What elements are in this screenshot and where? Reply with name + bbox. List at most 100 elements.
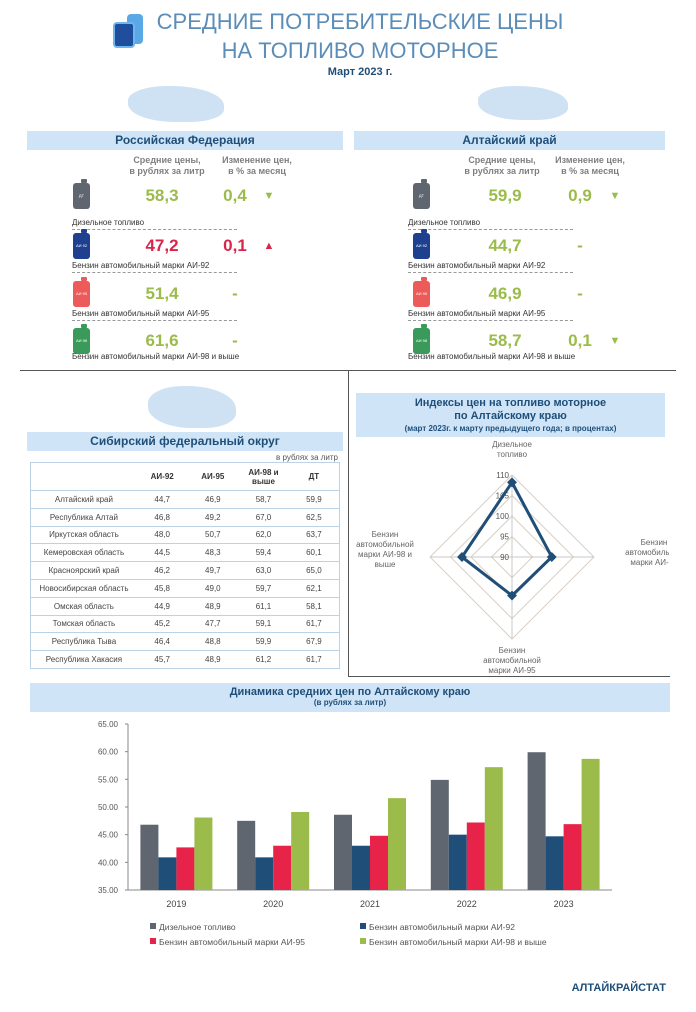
table-row: Республика Хакасия 45,7 48,9 61,2 61,7 [30, 650, 340, 669]
price-cell: 62,0 [238, 526, 289, 545]
region-name: Красноярский край [30, 561, 137, 580]
table-row: Иркутская область 48,0 50,7 62,0 63,7 [30, 526, 340, 545]
fuel-canister-icon: ДТ [73, 179, 90, 209]
legend-marker [150, 938, 156, 944]
change-value: - [577, 284, 583, 303]
period: Март 2023 г. [327, 66, 393, 78]
radar-tick-label: 100 [496, 512, 510, 521]
price-cell: 48,3 [187, 543, 239, 563]
price-cell: 59,9 [288, 490, 340, 509]
price-cell: 46,2 [136, 561, 188, 580]
bar [176, 847, 195, 890]
table-row: Кемеровская область 44,5 48,3 59,4 60,1 [30, 543, 340, 563]
fuel-label: Дизельное топливо [408, 218, 573, 230]
bar [370, 835, 388, 890]
change-value: - [577, 236, 583, 255]
table-row: Томская область 45,2 47,7 59,1 61,7 [30, 615, 340, 634]
price-cell: 46,9 [187, 490, 239, 509]
price-cell: 44,5 [136, 543, 188, 563]
y-tick-label: 35.00 [98, 886, 119, 895]
price-value: 47,2 [145, 236, 179, 255]
table-row: Красноярский край 46,2 49,7 63,0 65,0 [30, 561, 340, 580]
fuel-label: Бензин автомобильный марки АИ-92 [408, 261, 573, 273]
region-name: Республика Тыва [30, 632, 137, 652]
region-name: Республика Алтай [30, 508, 137, 527]
radar-title: Индексы цен на топливо моторное по Алтай… [414, 397, 607, 422]
legend-label: Бензин автомобильный марки АИ-95 [159, 937, 305, 947]
radar-point [457, 552, 467, 562]
table-column-header: АИ-92 [136, 462, 188, 491]
change-value: - [232, 284, 238, 303]
legend-marker [150, 923, 156, 929]
footer-brand: АЛТАЙКРАЙСТАТ [571, 982, 666, 994]
price-cell: 49,0 [187, 579, 239, 598]
region-name: Кемеровская область [30, 543, 137, 563]
radar-category-label: Бензин автомобильной марки АИ-98 и выше [356, 530, 414, 569]
fuel-canister-icon: АИ 98 [73, 324, 90, 354]
x-tick-label: 2020 [263, 899, 283, 909]
bar [448, 834, 467, 890]
bar [545, 836, 564, 890]
legend-label: Бензин автомобильный марки АИ-92 [369, 922, 515, 932]
divider-horizontal-bottom [348, 676, 670, 677]
price-cell: 45,2 [136, 615, 188, 634]
bar [237, 820, 256, 890]
fuel-canister-icon: ДТ [413, 179, 430, 209]
y-tick-label: 40.00 [98, 858, 119, 867]
radar-tick-label: 95 [500, 533, 509, 542]
change-value: 0,1 [568, 331, 592, 350]
radar-subtitle: (март 2023г. к марту предыдущего года; в… [404, 424, 617, 433]
bar [140, 824, 159, 890]
fuel-canister-icon: АИ 98 [413, 324, 430, 354]
bar-subtitle: (в рублях за литр) [313, 698, 387, 707]
radar-tick-label: 110 [496, 471, 509, 480]
radar-tick-label: 90 [500, 553, 509, 562]
legend-label: Дизельное топливо [159, 922, 236, 932]
y-tick-label: 65.00 [98, 720, 119, 729]
price-cell: 59,1 [238, 615, 289, 634]
price-value: 46,9 [488, 284, 522, 303]
panel-header: Алтайский край [354, 131, 665, 150]
bar [466, 822, 485, 890]
region-name: Омская область [30, 597, 137, 616]
price-cell: 59,9 [238, 632, 289, 652]
bar [430, 779, 449, 890]
divider-vertical [348, 370, 349, 676]
table-column-header: АИ-98 и выше [238, 462, 289, 491]
price-cell: 65,0 [288, 561, 340, 580]
price-cell: 59,7 [238, 579, 289, 598]
change-value: 0,1 [223, 236, 247, 255]
bar [527, 752, 546, 890]
legend-marker [360, 923, 366, 929]
price-column-header: Средние цены, в рублях за литр [129, 155, 205, 176]
price-value: 44,7 [488, 236, 522, 255]
price-cell: 44,9 [136, 597, 188, 616]
bar [273, 845, 292, 890]
russia-map-icon [128, 86, 224, 122]
region-name: Иркутская область [30, 526, 137, 545]
fuel-canister-icon: АИ 92 [413, 229, 430, 259]
bar [581, 758, 600, 890]
price-cell: 46,8 [136, 508, 188, 527]
russia-map-altai-icon [478, 86, 568, 120]
price-cell: 48,0 [136, 526, 188, 545]
page-title-line1: СРЕДНИЕ ПОТРЕБИТЕЛЬСКИЕ ЦЕНЫ [156, 9, 564, 34]
price-value: 58,7 [488, 331, 522, 350]
table-row: Алтайский край 44,7 46,9 58,7 59,9 [30, 490, 340, 509]
price-cell: 49,7 [187, 561, 239, 580]
y-tick-label: 55.00 [98, 775, 119, 784]
price-cell: 61,7 [288, 615, 340, 634]
sfo-header: Сибирский федеральный округ [27, 432, 343, 451]
price-cell: 61,7 [288, 650, 340, 669]
y-tick-label: 50.00 [98, 803, 119, 812]
bar [255, 857, 274, 890]
bar [563, 824, 582, 890]
fuel-label: Бензин автомобильный марки АИ-95 [72, 309, 237, 321]
change-value: 0,4 [223, 186, 247, 205]
price-cell: 63,0 [238, 561, 289, 580]
price-cell: 62,5 [288, 508, 340, 527]
table-column-header [30, 462, 137, 491]
x-tick-label: 2023 [554, 899, 574, 909]
y-tick-label: 60.00 [98, 748, 119, 757]
